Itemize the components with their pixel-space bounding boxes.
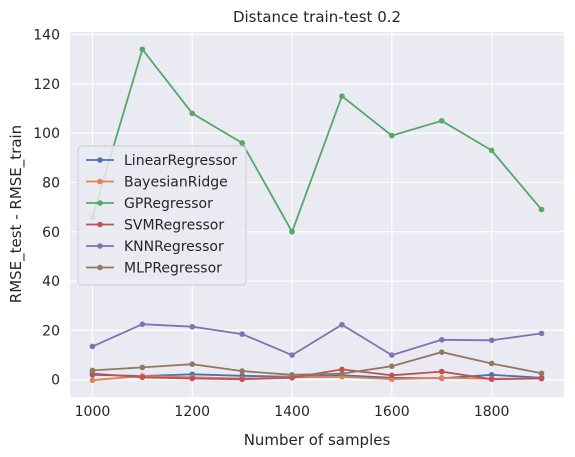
legend-swatch-marker xyxy=(97,200,103,206)
data-point xyxy=(389,372,395,379)
legend-label: GPRegressor xyxy=(124,196,213,212)
data-point xyxy=(289,228,295,235)
legend-box xyxy=(77,145,247,286)
data-point xyxy=(438,336,445,343)
data-point xyxy=(488,376,495,383)
data-point xyxy=(289,352,295,358)
series-line xyxy=(92,375,542,382)
legend-swatch-marker xyxy=(97,178,103,185)
data-point xyxy=(488,337,495,344)
data-point xyxy=(89,367,96,374)
legend-item: MLPRegressor xyxy=(86,261,222,277)
data-point xyxy=(339,366,345,373)
data-point xyxy=(289,372,295,378)
data-point xyxy=(239,140,245,146)
y-axis-label: RMSE_test - RMSE_train xyxy=(7,125,26,303)
series-line xyxy=(92,373,542,380)
data-point xyxy=(488,372,495,378)
data-point xyxy=(339,93,345,99)
data-point xyxy=(89,377,96,384)
y-tick-label: 120 xyxy=(33,77,60,93)
data-point xyxy=(139,321,146,328)
series-KNNRegressor xyxy=(89,321,545,358)
data-point xyxy=(538,370,545,377)
x-tick-label: 1400 xyxy=(274,404,310,420)
data-point xyxy=(189,361,196,367)
legend: LinearRegressor BayesianRidge GPRegressor S… xyxy=(77,145,247,286)
data-point xyxy=(89,343,96,350)
y-tick-label: 100 xyxy=(33,126,60,142)
data-point xyxy=(139,46,146,53)
legend-label: BayesianRidge xyxy=(124,175,228,191)
x-tick-label: 1600 xyxy=(374,404,410,420)
legend-item: BayesianRidge xyxy=(86,175,228,191)
legend-item: SVMRegressor xyxy=(86,218,224,234)
data-point xyxy=(239,376,245,383)
data-point xyxy=(389,376,395,383)
legend-item: GPRegressor xyxy=(86,196,213,212)
x-tick-label: 1000 xyxy=(75,404,111,420)
y-tick-label: 80 xyxy=(42,175,60,191)
data-point xyxy=(139,374,146,381)
legend-swatch-marker xyxy=(97,243,103,249)
data-point xyxy=(189,110,196,117)
data-point xyxy=(339,370,345,377)
data-point xyxy=(189,323,196,330)
data-point xyxy=(239,368,245,374)
data-point xyxy=(239,331,245,337)
y-tick-label: 20 xyxy=(42,323,60,339)
legend-swatch-marker xyxy=(97,221,103,228)
data-point xyxy=(538,330,545,337)
data-point xyxy=(438,374,445,381)
x-tick-label: 1800 xyxy=(474,404,510,420)
y-tick-label: 140 xyxy=(33,27,60,43)
data-point xyxy=(389,132,395,139)
x-axis-ticks: 1000 1200 1400 1600 1800 xyxy=(75,404,510,420)
data-point xyxy=(339,321,345,328)
series-GPRegressor xyxy=(89,46,545,235)
data-point xyxy=(438,117,445,124)
data-point xyxy=(538,375,545,382)
legend-item: KNNRegressor xyxy=(86,239,224,255)
y-tick-label: 0 xyxy=(51,373,60,389)
series-line xyxy=(92,323,542,357)
y-axis-ticks: 0 20 40 60 80 100 120 140 xyxy=(33,27,60,388)
data-point xyxy=(389,352,395,358)
data-point xyxy=(488,147,495,154)
legend-label: MLPRegressor xyxy=(124,261,222,277)
data-point xyxy=(438,349,445,355)
x-axis-label: Number of samples xyxy=(244,431,391,449)
legend-label: SVMRegressor xyxy=(124,218,224,234)
series-layer xyxy=(89,46,545,384)
series-line xyxy=(92,351,542,376)
chart-title: Distance train-test 0.2 xyxy=(233,8,401,26)
series-line xyxy=(91,47,543,234)
legend-swatch-marker xyxy=(97,264,103,271)
data-point xyxy=(538,206,545,213)
x-tick-label: 1200 xyxy=(174,404,210,420)
legend-item: LinearRegressor xyxy=(86,153,237,169)
data-point xyxy=(189,375,196,382)
y-tick-label: 60 xyxy=(42,225,60,241)
legend-swatch-marker xyxy=(97,157,103,163)
data-point xyxy=(389,363,395,369)
data-point xyxy=(488,360,495,367)
legend-label: LinearRegressor xyxy=(124,153,237,169)
legend-label: KNNRegressor xyxy=(124,239,224,255)
series-MLPRegressor xyxy=(89,349,545,378)
data-point xyxy=(438,368,445,375)
y-tick-label: 40 xyxy=(42,274,60,290)
data-point xyxy=(139,364,146,371)
